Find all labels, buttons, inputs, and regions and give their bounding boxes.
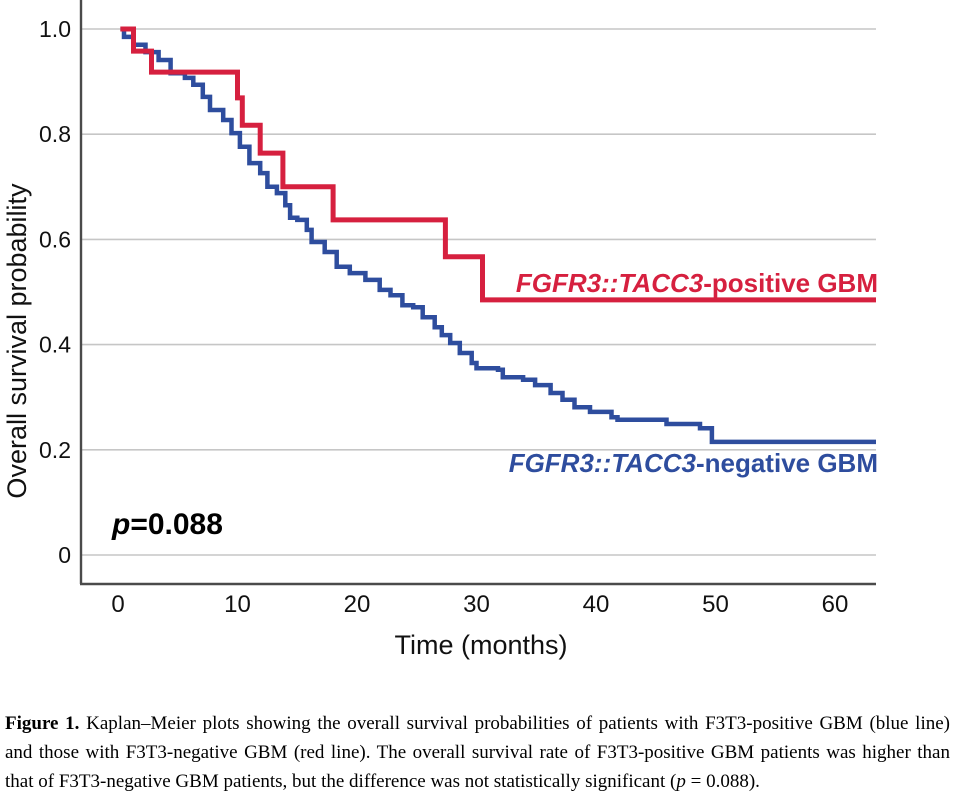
x-tick-label: 60 xyxy=(822,591,849,618)
caption-p-symbol: p xyxy=(676,771,686,792)
y-tick-label: 0.8 xyxy=(39,121,71,147)
p-value-number: =0.088 xyxy=(130,508,223,541)
caption-tail: = 0.088). xyxy=(685,771,760,792)
figure-caption: Figure 1. Kaplan–Meier plots showing the… xyxy=(0,707,956,796)
km-curve-positive xyxy=(120,26,876,303)
y-axis-title: Overall survival probability xyxy=(2,183,32,499)
y-tick-label: 1.0 xyxy=(39,16,71,42)
km-chart: 1.0 0.8 0.6 0.4 0.2 0 0 10 20 30 40 50 60 Overall sur… xyxy=(2,0,878,660)
y-tick-label: 0.4 xyxy=(39,332,71,358)
y-tick-label: 0.2 xyxy=(39,437,71,463)
series-label-positive-suffix: -positive GBM xyxy=(703,268,878,298)
km-plot: 1.0 0.8 0.6 0.4 0.2 0 0 10 20 30 40 50 60 Overall sur… xyxy=(2,0,878,660)
km-curve-negative xyxy=(120,26,876,445)
series-label-negative: FGFR3::TACC3-negative GBM xyxy=(509,448,878,478)
series-label-negative-gene: FGFR3::TACC3 xyxy=(509,448,697,478)
x-tick-label: 20 xyxy=(344,591,371,618)
series-label-positive: FGFR3::TACC3-positive GBM xyxy=(516,268,878,298)
y-tick-label: 0 xyxy=(58,542,71,568)
x-tick-label: 50 xyxy=(702,591,729,618)
series-label-positive-gene: FGFR3::TACC3 xyxy=(516,268,704,298)
x-tick-label: 40 xyxy=(583,591,610,618)
p-value-annotation: p=0.088 xyxy=(111,508,223,541)
x-tick-label: 30 xyxy=(463,591,490,618)
y-tick-label: 0.6 xyxy=(39,226,71,252)
x-tick-label: 10 xyxy=(224,591,251,618)
series-label-negative-suffix: -negative GBM xyxy=(696,448,878,478)
x-axis-title: Time (months) xyxy=(394,630,567,660)
caption-figure-label: Figure 1. xyxy=(5,713,80,734)
caption-body: Kaplan–Meier plots showing the overall s… xyxy=(5,713,950,792)
x-tick-label: 0 xyxy=(111,591,124,618)
p-value-symbol: p xyxy=(111,508,130,541)
